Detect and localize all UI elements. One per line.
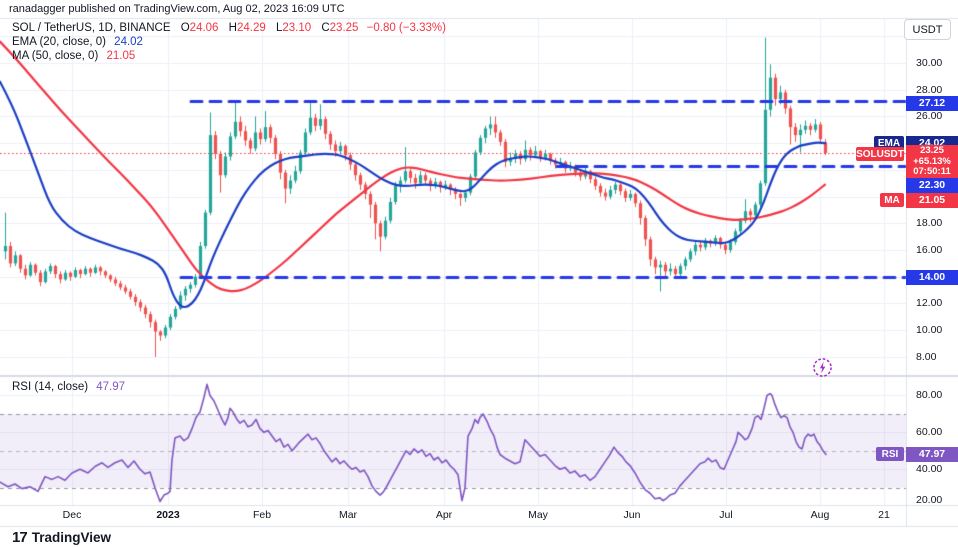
level-badge-14-00: 14.00 [906,269,958,285]
rsi-value-badge: 47.97 [906,446,958,462]
open-label: O [180,22,190,34]
currency-toggle-button[interactable]: USDT [904,19,951,40]
time-tick-label: Apr [435,509,453,521]
change-value: −0.80 (−3.33%) [366,22,446,34]
chart-legend: SOL / TetherUS, 1D, BINANCE O24.06 H24.2… [12,21,446,63]
time-tick-label: Aug [810,509,830,521]
rsi-value: 47.97 [96,381,126,393]
last-price-badge-tag: SOLUSDT [856,147,904,161]
ema-price-badge-tag: EMA [874,136,904,150]
high-value: 24.29 [236,22,266,34]
boost-lightning-icon[interactable] [812,357,833,378]
time-tick-label: Jul [719,509,733,521]
high-label: H [228,22,237,34]
close-value: 23.25 [329,22,359,34]
ema-value: 24.02 [114,36,143,48]
time-tick-label: Dec [62,509,82,521]
rsi-label: RSI (14, close) [12,381,89,393]
close-label: C [321,22,330,34]
rsi-tick-label: 40.00 [916,463,943,476]
level-badge-22-30: 22.30 [906,177,958,193]
ma-price-badge: 21.05 [906,192,958,208]
price-tick-label: 26.00 [916,110,943,123]
ma-value: 21.05 [106,50,136,62]
price-tick-label: 16.00 [916,244,943,257]
low-value: 23.10 [282,22,312,34]
tradingview-logo-text: TradingView [31,530,111,545]
time-tick-label: Mar [338,509,358,521]
rsi-tick-label: 80.00 [916,389,943,402]
time-tick-label: Jun [623,509,641,521]
symbol-legend-row[interactable]: SOL / TetherUS, 1D, BINANCE O24.06 H24.2… [12,21,446,35]
ma-label: MA (50, close, 0) [12,50,99,62]
price-tick-label: 28.00 [916,83,943,96]
time-tick-label: May [528,509,548,521]
ma-price-badge-tag: MA [880,193,904,207]
price-tick-label: 10.00 [916,324,943,337]
last-price-badge: 23.25 +65.13% 07:50:11 [906,145,958,179]
tradingview-logo-mark: 17 [12,529,28,546]
tradingview-logo[interactable]: 17 TradingView [12,529,111,546]
time-tick-label: Feb [252,509,272,521]
price-tick-label: 18.00 [916,217,943,230]
attribution-text: ranadagger published on TradingView.com,… [9,3,345,15]
symbol-title: SOL / TetherUS, 1D, BINANCE [12,22,171,34]
rsi-legend-row[interactable]: RSI (14, close) 47.97 [12,381,125,393]
ema-legend-row[interactable]: EMA (20, close, 0) 24.02 [12,35,446,49]
open-value: 24.06 [189,22,219,34]
level-badge-27-12: 27.12 [906,95,958,111]
ma-legend-row[interactable]: MA (50, close, 0) 21.05 [12,49,446,63]
rsi-value-badge-tag: RSI [876,447,904,461]
rsi-tick-label: 60.00 [916,426,943,439]
time-tick-label: 21 [878,509,890,521]
ema-label: EMA (20, close, 0) [12,36,106,48]
rsi-tick-label: 20.00 [916,494,943,506]
low-label: L [275,22,283,34]
price-tick-label: 12.00 [916,297,943,310]
price-tick-label: 30.00 [916,57,943,69]
price-tick-label: 8.00 [916,350,937,363]
time-tick-label: 2023 [156,509,180,521]
